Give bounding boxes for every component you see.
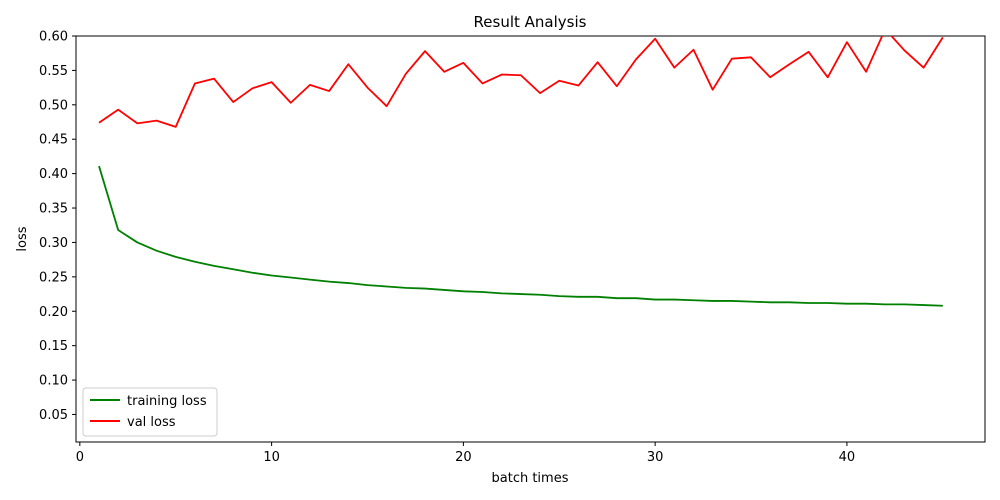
y-tick-label: 0.45 (39, 133, 68, 148)
legend-label-training-loss: training loss (127, 394, 207, 409)
y-axis: 0.05 0.10 0.15 0.20 0.25 0.30 0.35 0.40 0.45 0.50… (39, 30, 76, 423)
chart-title: Result Analysis (474, 13, 587, 31)
y-tick-label: 0.30 (39, 236, 68, 251)
series-line-training-loss (98, 165, 943, 307)
legend-label-val-loss: val loss (127, 415, 176, 430)
y-tick-label: 0.55 (39, 64, 68, 79)
y-tick-label: 0.25 (39, 270, 68, 285)
x-tick-label: 20 (455, 450, 472, 465)
series-line-val-loss (98, 36, 944, 128)
y-tick-label: 0.20 (39, 305, 68, 320)
x-axis-title: batch times (492, 471, 569, 486)
x-tick-label: 0 (76, 450, 84, 465)
x-tick-label: 40 (839, 450, 856, 465)
y-tick-label: 0.40 (39, 167, 68, 182)
y-tick-label: 0.10 (39, 374, 68, 389)
x-axis: 0 10 20 30 40 (76, 442, 856, 465)
y-tick-label: 0.05 (39, 408, 68, 423)
y-tick-label: 0.15 (39, 339, 68, 354)
y-tick-label: 0.60 (39, 30, 68, 45)
x-tick-label: 10 (263, 450, 280, 465)
legend: training loss val loss (82, 387, 218, 437)
series-layer (98, 36, 944, 307)
y-tick-label: 0.50 (39, 98, 68, 113)
y-axis-title: loss (15, 226, 30, 251)
x-tick-label: 30 (647, 450, 664, 465)
y-tick-label: 0.35 (39, 202, 68, 217)
plot-frame (75, 35, 986, 443)
